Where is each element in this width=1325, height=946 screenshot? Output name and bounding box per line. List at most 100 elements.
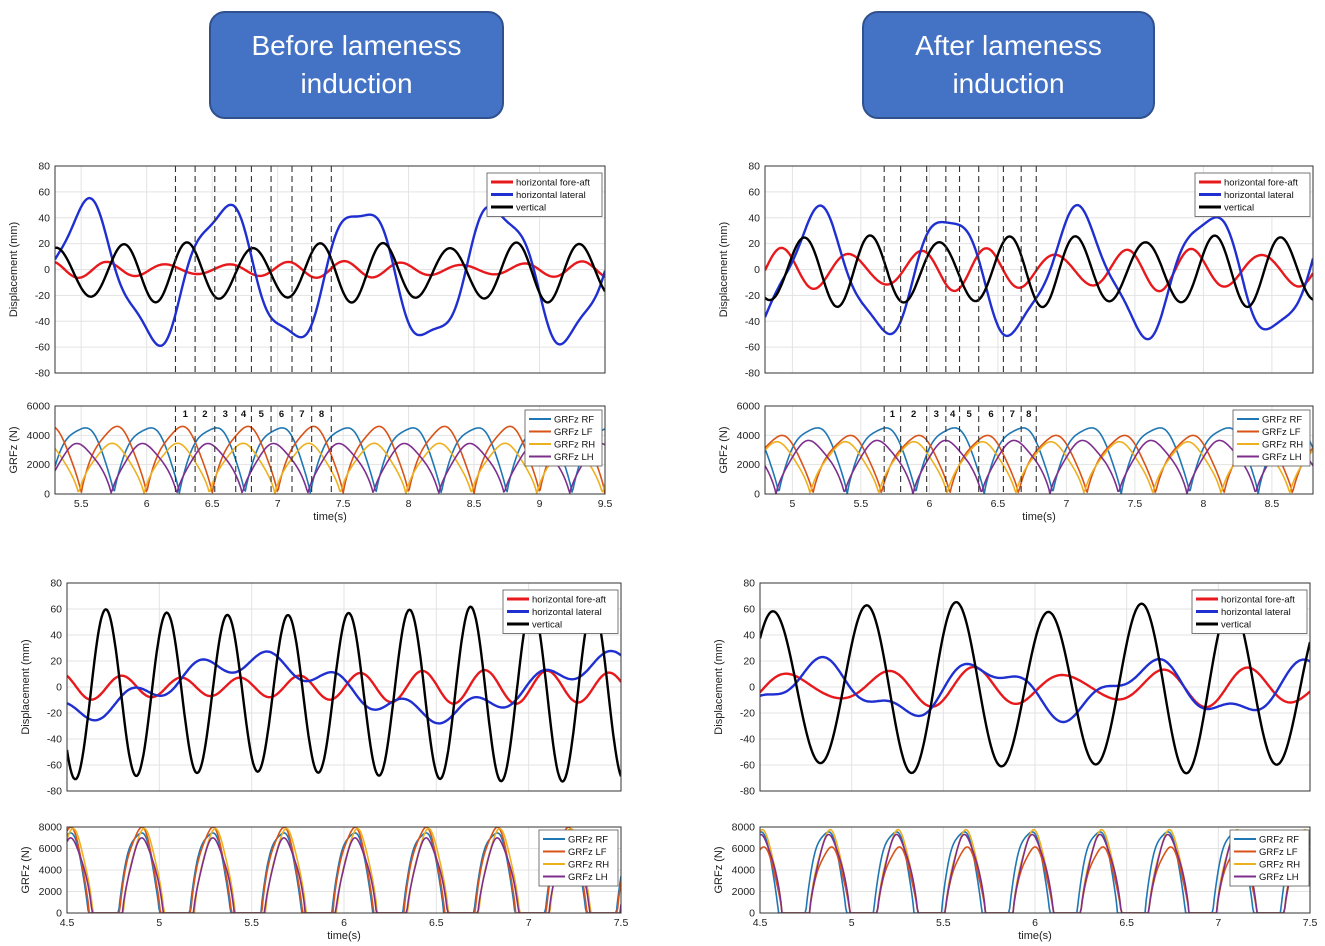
p7-ytick-label: 60: [743, 604, 755, 616]
p6-legend-label-1: GRFz LF: [568, 847, 607, 858]
p1-ytick-label: -80: [35, 368, 50, 380]
p4-xtick-label: 7.5: [1128, 498, 1143, 510]
p7-legend-label-1: horizontal lateral: [1221, 607, 1291, 618]
p1-ytick-label: 80: [38, 161, 50, 173]
p4-marker-label-7: 8: [1026, 409, 1031, 420]
p8-series-3: [760, 833, 1310, 913]
p4-ytick-label: 0: [754, 489, 760, 501]
p5-ytick-label: 0: [56, 682, 62, 694]
p7-series-1: [760, 655, 1310, 724]
p7-series-2: [760, 601, 1310, 775]
p7-chart: -80 -60 -40 -20 0 20 40 60 80 Displacement (mm) ho…: [713, 578, 1311, 798]
p1-legend-label-0: horizontal fore-aft: [516, 178, 590, 189]
p6-series-3: [67, 836, 621, 913]
p4-ylabel: GRFz (N): [718, 426, 730, 473]
p6-xtick-label: 7.5: [614, 917, 629, 929]
p1-legend-label-1: horizontal lateral: [516, 190, 586, 201]
p4-xtick-label: 6.5: [991, 498, 1006, 510]
p1-ytick-label: -60: [35, 342, 50, 354]
p8-series-group: [760, 828, 1310, 913]
p8-ytick-label: 0: [749, 908, 755, 920]
p4-marker-label-0: 1: [890, 409, 896, 420]
p5-legend-label-0: horizontal fore-aft: [532, 595, 606, 606]
p2-legend-label-3: GRFz LH: [554, 452, 594, 463]
p2-series-2: [55, 442, 605, 494]
p2-frame: [54, 405, 606, 495]
p4-marker-label-1: 2: [911, 409, 916, 420]
p6-xtick-label: 4.5: [60, 917, 75, 929]
p7-legend-label-0: horizontal fore-aft: [1221, 595, 1295, 606]
p3-ytick-label: 80: [748, 161, 760, 173]
p2-marker-label-3: 4: [241, 409, 247, 420]
p8-xtick-label: 5.5: [936, 917, 951, 929]
p2-xtick-label: 7: [275, 498, 281, 510]
p4-xtick-label: 8: [1200, 498, 1206, 510]
p2-xtick-label: 6: [144, 498, 150, 510]
p1-frame: [54, 165, 606, 374]
p3-chart: -80 -60 -40 -20 0 20 40 60 80 Displacement (mm) ho…: [718, 161, 1314, 380]
p4-series-1: [765, 434, 1313, 494]
p1-series-2: [55, 241, 605, 304]
p1-series-0: [55, 259, 605, 279]
p1-ytick-label: 40: [38, 212, 50, 224]
p2-xtick-label: 9: [537, 498, 543, 510]
p2-xtick-label: 6.5: [205, 498, 220, 510]
p8-xtick-label: 4.5: [753, 917, 768, 929]
p1-legend-label-2: vertical: [516, 203, 546, 214]
p7-legend-label-2: vertical: [1221, 620, 1251, 631]
p6-ytick-label: 0: [56, 908, 62, 920]
p7-ytick-label: -20: [740, 708, 755, 720]
p3-series-1: [765, 203, 1313, 341]
after-lameness-banner: After lameness induction: [862, 11, 1155, 119]
p4-legend-label-1: GRFz LF: [1262, 427, 1301, 438]
p6-ytick-label: 2000: [39, 886, 63, 898]
p8-ylabel: GRFz (N): [713, 846, 725, 893]
p5-ytick-label: -60: [47, 760, 62, 772]
p6-series-1: [67, 827, 621, 913]
p6-xtick-label: 7: [526, 917, 532, 929]
p1-chart: -80 -60 -40 -20 0 20 40 60 80 Displacement (mm) ho…: [8, 161, 606, 380]
p7-ytick-label: -40: [740, 734, 755, 746]
p4-legend-label-3: GRFz LH: [1262, 452, 1302, 463]
p6-ytick-label: 8000: [39, 822, 63, 834]
p3-ytick-label: -40: [745, 316, 760, 328]
p3-ytick-label: -80: [745, 368, 760, 380]
p4-marker-label-6: 7: [1010, 409, 1015, 420]
p1-ytick-label: -20: [35, 290, 50, 302]
p8-ytick-label: 4000: [732, 865, 756, 877]
p6-xtick-label: 6: [341, 917, 347, 929]
p1-ytick-label: 60: [38, 186, 50, 198]
p5-legend-label-2: vertical: [532, 620, 562, 631]
p2-ytick-label: 2000: [27, 459, 51, 471]
p8-legend-label-1: GRFz LF: [1259, 847, 1298, 858]
p4-series-3: [765, 439, 1313, 494]
p3-legend-label-1: horizontal lateral: [1224, 190, 1294, 201]
p2-xtick-label: 9.5: [598, 498, 613, 510]
p6-legend-label-0: GRFz RF: [568, 835, 608, 846]
after-lameness-title: After lameness induction: [915, 30, 1102, 99]
p5-frame: [66, 582, 622, 792]
p2-marker-label-5: 6: [279, 409, 284, 420]
p2-series-group: [55, 425, 605, 494]
p5-ytick-label: -80: [47, 786, 62, 798]
p2-chart: 0 2000 4000 6000 5.5 6 6.5 7 7.5 8 8.5 9 9.5 GRFz (N)…: [8, 401, 612, 524]
p4-xtick-label: 6: [926, 498, 932, 510]
p2-legend-label-1: GRFz LF: [554, 427, 593, 438]
p2-xtick-label: 7.5: [336, 498, 351, 510]
p5-series-1: [67, 649, 621, 725]
p3-ylabel: Displacement (mm): [718, 222, 730, 317]
p4-frame: [764, 405, 1314, 495]
p2-marker-label-4: 5: [259, 409, 265, 420]
p2-legend-label-0: GRFz RF: [554, 415, 594, 426]
p2-marker-label-1: 2: [202, 409, 207, 420]
p7-ytick-label: 40: [743, 630, 755, 642]
p6-legend-label-3: GRFz LH: [568, 872, 608, 883]
p2-xlabel: time(s): [313, 511, 347, 523]
p5-ytick-label: 80: [50, 578, 62, 590]
p8-legend-label-0: GRFz RF: [1259, 835, 1299, 846]
p1-ylabel: Displacement (mm): [8, 222, 20, 317]
p6-series-group: [67, 827, 621, 913]
p3-legend-label-0: horizontal fore-aft: [1224, 178, 1298, 189]
p5-ytick-label: -40: [47, 734, 62, 746]
